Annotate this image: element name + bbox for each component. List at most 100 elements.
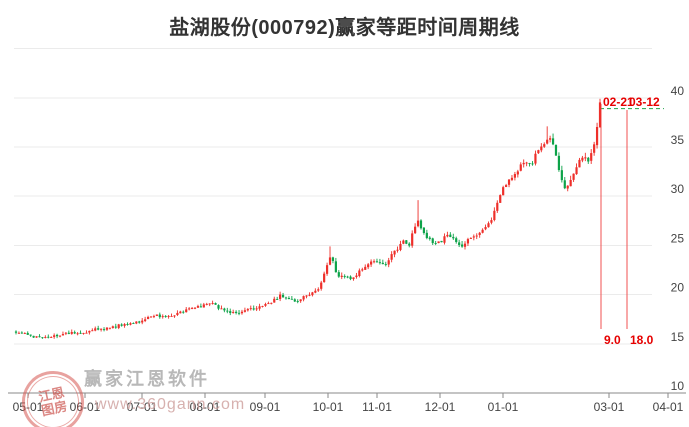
candle-body [554,145,558,156]
candle-body [346,276,349,278]
candle-body [258,306,261,309]
candle-body [35,336,38,338]
candle-body [466,239,470,244]
candle-wick [329,246,331,266]
candle-wick [446,231,448,238]
x-axis-label: 12-01 [425,400,456,414]
candle-body [235,311,238,313]
candle-body [499,195,502,203]
candle-body [226,310,229,312]
candle-body [279,294,282,299]
candle-wick [212,300,214,305]
candle-body [340,275,343,277]
candle-body [273,298,276,303]
cycle-value-label: 18.0 [630,333,654,347]
candle-body [364,266,367,270]
candle-wick [97,325,99,331]
candle-wick [385,261,387,267]
candle-body [598,102,602,128]
candle-wick [584,152,586,162]
candle-body [472,236,475,238]
candle-body [334,261,337,273]
candle-body [270,302,273,304]
candle-body [563,180,566,189]
cycle-value-label: 9.0 [604,333,621,347]
candle-wick [91,328,93,332]
candle-body [481,229,484,233]
candle-body [422,227,426,233]
candle-body [305,295,308,297]
candle-wick [200,303,202,308]
candle-body [64,332,67,334]
candle-body [240,311,244,314]
candle-body [132,323,135,324]
candle-body [55,334,59,337]
candle-wick [250,305,252,311]
candle-body [302,296,305,300]
candle-body [317,289,320,291]
candle-body [325,265,329,274]
candle-body [88,330,91,333]
candle-body [299,299,302,302]
candle-body [569,179,572,187]
candle-body [337,272,340,277]
candle-body [320,282,323,289]
candle-wick [526,161,528,167]
candle-wick [529,162,531,167]
candle-wick [397,246,398,253]
candle-body [493,210,496,220]
y-axis-label: 25 [671,231,685,245]
candle-body [425,232,428,239]
candle-body [287,298,291,300]
candle-body [105,327,109,330]
candle-body [111,326,114,328]
candle-body [546,139,549,144]
candle-body [53,335,56,337]
candle-body [543,144,546,147]
candle-wick [88,330,90,335]
candle-body [449,234,452,238]
candle-body [390,254,393,260]
candle-body [261,305,264,307]
candle-body [144,319,147,321]
candle-body [516,171,519,175]
candle-wick [47,334,49,339]
candle-body [120,324,123,326]
candle-body [82,333,85,334]
candle-body [246,309,249,311]
candle-wick [68,330,70,335]
candle-body [193,307,197,309]
candle-body [419,220,423,229]
candle-body [458,242,461,245]
candle-wick [376,258,378,263]
candle-body [114,326,117,328]
candle-body [463,243,467,247]
candle-body [126,324,129,325]
candle-body [534,153,537,164]
candle-body [164,316,167,317]
candle-wick [127,322,128,326]
candle-body [504,185,508,187]
candle-body [361,269,364,271]
candle-body [138,321,141,323]
candle-body [405,240,408,244]
candle-body [70,332,73,334]
candle-body [141,320,144,323]
x-axis-label: 05-01 [13,400,44,414]
candle-body [185,309,188,313]
candle-body [152,316,156,318]
candle-wick [417,200,419,228]
candle-wick [267,301,269,304]
candle-body [331,257,335,261]
candle-body [440,240,443,243]
candle-body [284,297,288,299]
cycle-date-label: 02-21 [603,95,634,109]
candle-body [79,332,82,334]
candle-body [531,163,534,165]
candle-body [314,290,317,293]
candle-body [513,174,516,178]
candle-body [220,308,223,310]
candle-body [584,157,587,159]
candle-wick [132,322,134,324]
